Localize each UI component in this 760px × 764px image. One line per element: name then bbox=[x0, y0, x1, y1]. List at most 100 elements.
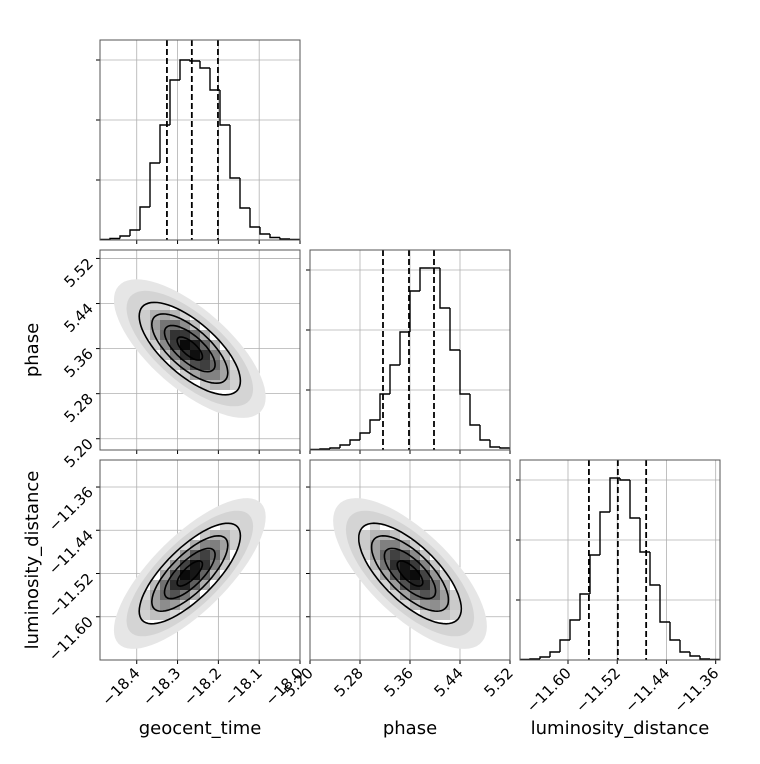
density-cell bbox=[400, 540, 410, 550]
x-axis-label: geocent_time bbox=[139, 718, 262, 739]
histogram-step bbox=[619, 478, 630, 481]
density-cell bbox=[220, 520, 230, 530]
density-cell bbox=[380, 560, 390, 570]
x-tick-label: −11.36 bbox=[671, 664, 723, 716]
histogram-step bbox=[179, 59, 190, 80]
density-cell bbox=[390, 540, 400, 550]
density-cell bbox=[180, 590, 190, 600]
plot-area bbox=[113, 498, 266, 649]
density-cell bbox=[170, 590, 180, 600]
x-axis-label: phase bbox=[383, 718, 437, 739]
density-cell bbox=[170, 340, 180, 350]
density-cell bbox=[160, 600, 170, 610]
plot-area bbox=[113, 279, 266, 418]
x-tick-label: 5.44 bbox=[430, 664, 466, 700]
density-cell bbox=[410, 560, 420, 570]
contour bbox=[138, 522, 242, 625]
x-tick-label: 5.52 bbox=[480, 664, 516, 700]
x-tick-label: −18.3 bbox=[139, 664, 184, 709]
histogram-step bbox=[569, 619, 580, 640]
panel-frame bbox=[309, 459, 511, 661]
density-cell bbox=[440, 590, 450, 600]
density-cell bbox=[420, 560, 430, 570]
y-tick-label: 5.28 bbox=[60, 390, 96, 426]
y-tick-label: −11.52 bbox=[45, 570, 97, 622]
density-cell bbox=[180, 550, 190, 560]
density-cell bbox=[420, 610, 430, 620]
contour bbox=[150, 534, 229, 613]
density-cell bbox=[150, 590, 160, 600]
density-cell bbox=[200, 370, 210, 380]
density-cell bbox=[220, 560, 230, 570]
density-cell bbox=[150, 610, 160, 620]
density-cell bbox=[360, 540, 370, 550]
density-cell bbox=[170, 360, 180, 370]
histogram-step bbox=[369, 419, 380, 433]
density-cell bbox=[400, 560, 410, 570]
density-cell bbox=[220, 370, 230, 380]
density-cell bbox=[190, 570, 200, 580]
density-cell bbox=[180, 360, 190, 370]
histogram-step bbox=[469, 394, 480, 426]
y-tick-label: 5.20 bbox=[60, 435, 96, 471]
histogram-step bbox=[319, 448, 330, 450]
density-cell bbox=[220, 360, 230, 370]
density-cell bbox=[230, 380, 240, 390]
density-cell bbox=[380, 580, 390, 590]
y-tick-label: 5.52 bbox=[60, 255, 96, 291]
density-cell bbox=[160, 320, 170, 330]
density-cell bbox=[180, 340, 190, 350]
panel: −18.4−18.3−18.2−18.1−18.0−11.60−11.52−11… bbox=[22, 459, 307, 739]
histogram-step bbox=[329, 447, 340, 449]
density-cell bbox=[380, 570, 390, 580]
density-cell bbox=[210, 350, 220, 360]
histogram-step bbox=[269, 234, 280, 239]
x-tick-label: −11.44 bbox=[621, 664, 673, 716]
x-tick-label: −11.52 bbox=[572, 664, 624, 716]
density-cell bbox=[410, 550, 420, 560]
density-cell bbox=[170, 560, 180, 570]
density-cell bbox=[450, 610, 460, 620]
x-tick-label: −11.60 bbox=[523, 664, 575, 716]
density-cell bbox=[160, 570, 170, 580]
density-cell bbox=[210, 570, 220, 580]
histogram-step bbox=[599, 511, 610, 555]
histogram-step bbox=[119, 235, 130, 239]
histogram-step bbox=[359, 432, 370, 440]
x-tick-label: −18.1 bbox=[221, 664, 266, 709]
density-cell bbox=[420, 600, 430, 610]
density-cell bbox=[190, 560, 200, 570]
density-cell bbox=[430, 560, 440, 570]
density-cell bbox=[390, 570, 400, 580]
density-cell bbox=[430, 570, 440, 580]
histogram-step bbox=[459, 350, 470, 395]
x-axis-label: luminosity_distance bbox=[531, 718, 710, 739]
density-cell bbox=[150, 300, 160, 310]
histogram-step bbox=[579, 593, 590, 620]
density-cell bbox=[230, 540, 240, 550]
density-cell bbox=[400, 580, 410, 590]
x-tick-label: −18.2 bbox=[180, 664, 225, 709]
contour bbox=[138, 301, 242, 396]
density-cell bbox=[170, 350, 180, 360]
density-cell bbox=[200, 560, 210, 570]
density-cell bbox=[160, 560, 170, 570]
histogram-step bbox=[129, 229, 140, 236]
contour bbox=[383, 547, 437, 600]
density-cell bbox=[150, 340, 160, 350]
x-tick-label: 5.28 bbox=[330, 664, 366, 700]
x-tick-label: 5.36 bbox=[380, 664, 416, 700]
density-cell bbox=[420, 550, 430, 560]
histogram-step bbox=[419, 267, 430, 291]
density-cell bbox=[180, 600, 190, 610]
density-cell bbox=[390, 590, 400, 600]
density-cell bbox=[140, 320, 150, 330]
plot-area bbox=[100, 40, 300, 240]
histogram-step bbox=[549, 651, 560, 657]
density-cell bbox=[400, 550, 410, 560]
density-cell bbox=[390, 560, 400, 570]
density-cell bbox=[410, 540, 420, 550]
density-cell bbox=[160, 350, 170, 360]
y-tick-label: −11.36 bbox=[45, 483, 97, 535]
density-cell bbox=[180, 330, 190, 340]
